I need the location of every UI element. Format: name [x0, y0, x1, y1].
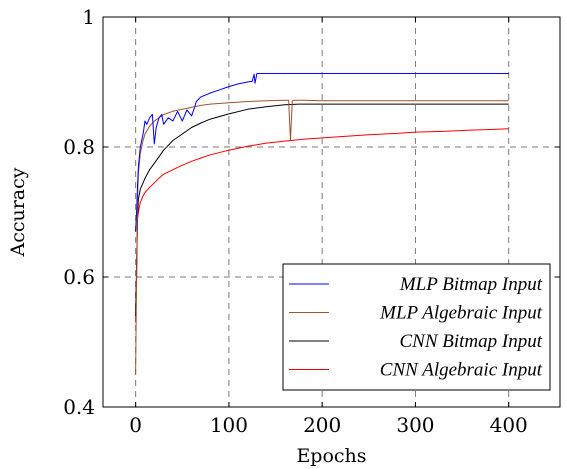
series-line-0: [135, 73, 509, 232]
series-line-1: [135, 99, 509, 375]
y-tick-label: 0.8: [63, 135, 95, 159]
x-tick-label: 100: [210, 413, 248, 437]
series-lines: [135, 73, 509, 375]
y-tick-label: 0.6: [63, 265, 95, 289]
x-axis-label: Epochs: [296, 445, 366, 467]
y-axis-label: Accuracy: [7, 167, 29, 257]
legend-label: MLP Bitmap Input: [399, 274, 543, 295]
x-tick-label: 300: [396, 413, 434, 437]
y-tick-label: 0.4: [63, 395, 95, 419]
plot-area-frame: [102, 16, 561, 408]
legend-label: CNN Algebraic Input: [380, 360, 543, 381]
series-line-2: [135, 103, 509, 317]
legend-label: CNN Bitmap Input: [399, 331, 542, 352]
x-tick-label: 400: [490, 413, 528, 437]
legend-label: MLP Algebraic Input: [379, 303, 543, 324]
x-tick-label: 0: [129, 413, 142, 437]
legend: MLP Bitmap Input MLP Algebraic Input CNN B…: [282, 263, 551, 391]
axis-ticks: 0 100 200 300 400 0.4 0.6 0.8 1: [63, 5, 560, 437]
x-tick-label: 200: [303, 413, 341, 437]
series-line-3: [135, 128, 509, 323]
y-tick-label: 1: [82, 5, 95, 29]
